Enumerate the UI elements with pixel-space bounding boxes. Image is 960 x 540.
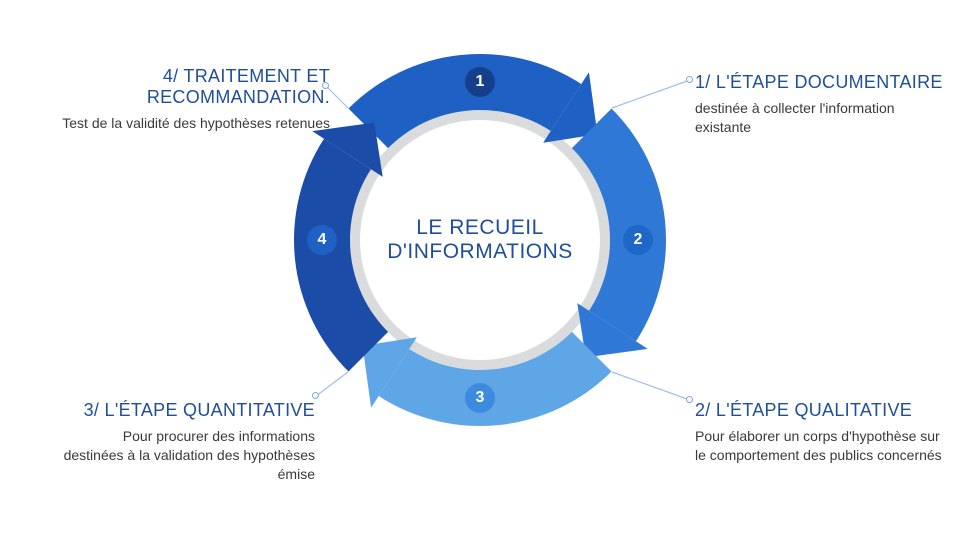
leader-line	[612, 372, 690, 400]
leader-dot	[312, 392, 319, 399]
leader-line	[316, 372, 348, 396]
center-title-line1: LE RECUEIL	[370, 216, 590, 240]
callout-title: 1/ L'ÉTAPE DOCUMENTAIRE	[695, 72, 945, 93]
callout-desc: Test de la validité des hypothèses reten…	[30, 114, 330, 133]
ring-number-badge: 1	[465, 67, 495, 97]
callout: 3/ L'ÉTAPE QUANTITATIVE Pour procurer des…	[60, 400, 315, 484]
diagram-stage: LE RECUEIL D'INFORMATIONS 1 2 3 4 1/ L'ÉTAP…	[0, 0, 960, 540]
callout: 1/ L'ÉTAPE DOCUMENTAIRE destinée à collec…	[695, 72, 945, 137]
center-title: LE RECUEIL D'INFORMATIONS	[370, 216, 590, 264]
leader-line	[612, 80, 690, 108]
callout-desc: destinée à collecter l'information exist…	[695, 99, 945, 137]
callout-title: 4/ TRAITEMENT ET RECOMMANDATION.	[30, 66, 330, 108]
ring-number-badge: 2	[623, 225, 653, 255]
leader-dot	[322, 82, 329, 89]
callout-title: 2/ L'ÉTAPE QUALITATIVE	[695, 400, 950, 421]
callout: 2/ L'ÉTAPE QUALITATIVE Pour élaborer un c…	[695, 400, 950, 465]
center-title-line2: D'INFORMATIONS	[370, 240, 590, 264]
callout-desc: Pour élaborer un corps d'hypothèse sur l…	[695, 427, 950, 465]
callout-title: 3/ L'ÉTAPE QUANTITATIVE	[60, 400, 315, 421]
callout-desc: Pour procurer des informations destinées…	[60, 427, 315, 484]
leader-dot	[686, 76, 693, 83]
ring-number-badge: 3	[465, 383, 495, 413]
ring-number-badge: 4	[307, 225, 337, 255]
leader-dot	[686, 396, 693, 403]
callout: 4/ TRAITEMENT ET RECOMMANDATION. Test de …	[30, 66, 330, 133]
